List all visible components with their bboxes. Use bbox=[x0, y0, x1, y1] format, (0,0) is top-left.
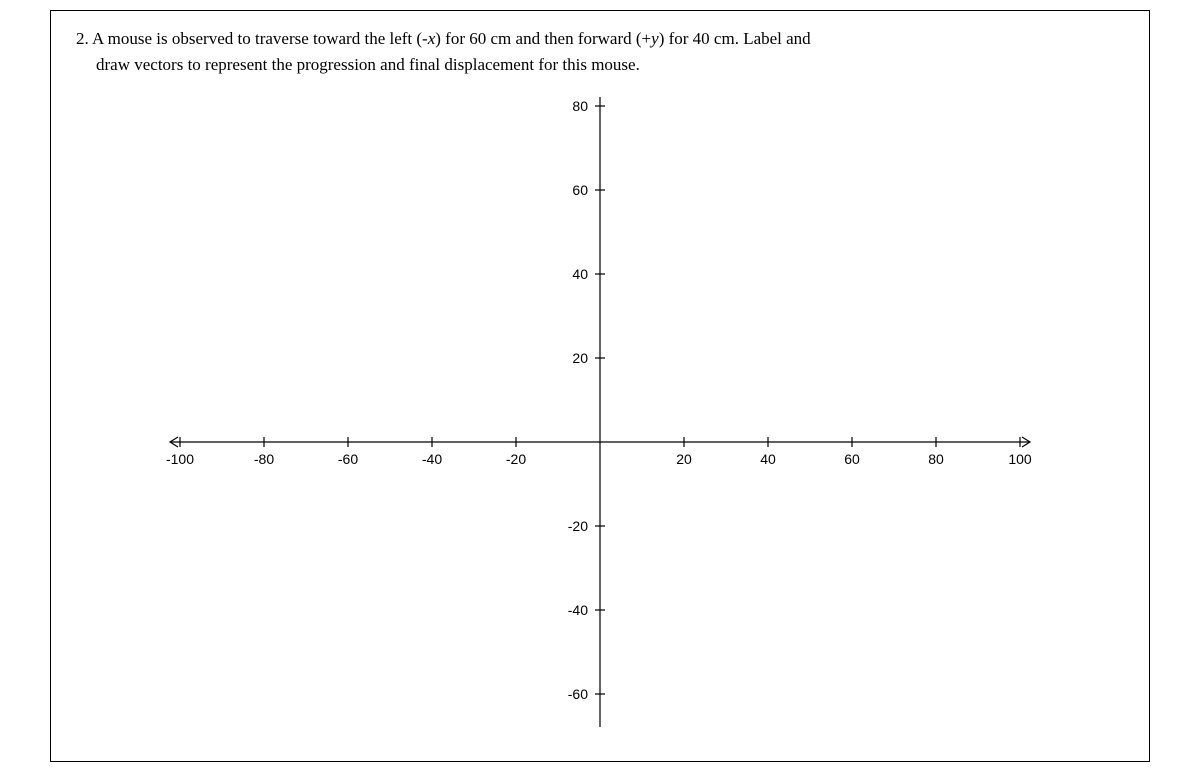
question-text: 2. A mouse is observed to traverse towar… bbox=[76, 26, 1124, 77]
q-line1-b: ) for 60 cm and then forward (+ bbox=[435, 29, 651, 48]
q-line1-c: ) for 40 cm. Label and bbox=[659, 29, 811, 48]
y-tick-label: 40 bbox=[572, 266, 588, 282]
page-border: 2. A mouse is observed to traverse towar… bbox=[50, 10, 1150, 762]
x-tick-label: -80 bbox=[254, 451, 274, 467]
var-y: y bbox=[651, 29, 659, 48]
q-line1-a: A mouse is observed to traverse toward t… bbox=[89, 29, 428, 48]
y-tick-label: 20 bbox=[572, 350, 588, 366]
x-tick-label: 80 bbox=[928, 451, 944, 467]
x-tick-label: 60 bbox=[844, 451, 860, 467]
x-tick-label: -60 bbox=[338, 451, 358, 467]
x-tick-label: 20 bbox=[676, 451, 692, 467]
x-tick-label: -100 bbox=[166, 451, 194, 467]
y-tick-label: 80 bbox=[572, 98, 588, 114]
y-tick-label: -20 bbox=[568, 518, 588, 534]
x-tick-label: 40 bbox=[760, 451, 776, 467]
chart-container: -100-80-60-40-2020406080100-80-60-40-202… bbox=[76, 97, 1124, 727]
y-tick-label: -40 bbox=[568, 602, 588, 618]
y-tick-label: 60 bbox=[572, 182, 588, 198]
y-tick-label: -60 bbox=[568, 686, 588, 702]
question-number: 2. bbox=[76, 29, 89, 48]
coordinate-plane: -100-80-60-40-2020406080100-80-60-40-202… bbox=[165, 97, 1035, 727]
x-tick-label: -20 bbox=[506, 451, 526, 467]
q-line2: draw vectors to represent the progressio… bbox=[96, 52, 1124, 78]
x-tick-label: 100 bbox=[1008, 451, 1032, 467]
x-tick-label: -40 bbox=[422, 451, 442, 467]
